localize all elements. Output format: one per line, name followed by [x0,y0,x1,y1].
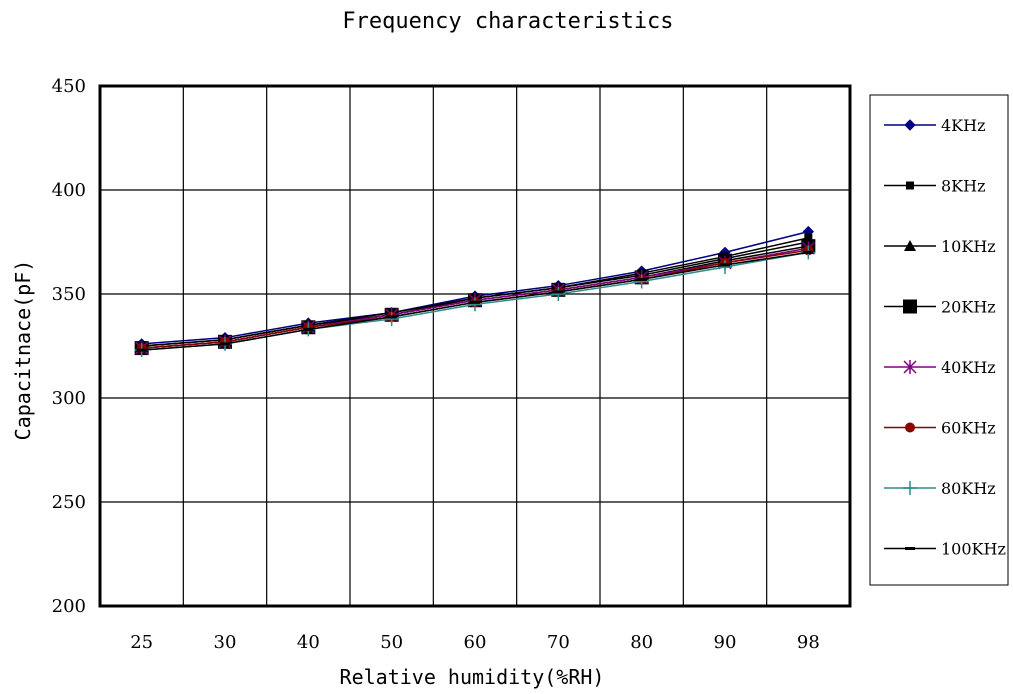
legend-label: 10KHz [941,237,996,256]
series-4KHz [135,225,815,350]
legend-label: 4KHz [941,116,986,135]
x-tick-label: 80 [630,632,653,653]
x-axis-ticks: 25 30 40 50 60 70 80 90 98 [130,632,820,653]
y-tick-label: 350 [52,284,86,305]
y-tick-label: 250 [52,492,86,513]
legend-box [869,94,1009,586]
legend-marker [904,240,916,251]
x-tick-label: 30 [214,632,237,653]
legend-marker [906,181,914,190]
data-point [470,300,480,304]
legend-label: 80KHz [941,479,996,498]
x-tick-label: 25 [130,632,153,653]
legend-item: 20KHz [884,298,996,317]
legend-label: 8KHz [941,177,986,196]
y-tick-label: 450 [52,76,86,97]
x-tick-label: 70 [547,632,570,653]
y-axis-title: Capacitnace(pF) [11,260,35,441]
y-tick-label: 300 [52,388,86,409]
legend-item: 80KHz [884,479,996,498]
legend: 4KHz 8KHz 10KHz 20KHz 40KHz 60KHz 80KHz 100KHz [869,94,1009,586]
x-tick-label: 40 [297,632,320,653]
legend-marker [903,481,917,495]
x-tick-label: 60 [464,632,487,653]
y-tick-label: 400 [52,180,86,201]
legend-item: 8KHz [884,177,986,196]
y-tick-label: 200 [52,596,86,617]
legend-label: 40KHz [941,358,996,377]
legend-label: 20KHz [941,298,996,317]
legend-marker [903,360,917,374]
x-axis-title: Relative humidity(%RH) [340,665,605,689]
data-point [803,250,814,254]
legend-item: 60KHz [884,419,996,438]
series-100KHz [136,250,814,352]
legend-item: 100KHz [884,540,1006,559]
data-point [303,327,314,331]
legend-marker [905,547,915,550]
legend-label: 100KHz [941,540,1006,559]
x-tick-label: 90 [714,632,737,653]
data-point [386,315,397,319]
x-tick-label: 98 [797,632,820,653]
data-point [384,311,399,326]
data-point [551,287,566,301]
legend-item: 40KHz [884,358,996,377]
data-point [718,259,732,274]
legend-item: 4KHz [884,116,986,135]
legend-items: 4KHz 8KHz 10KHz 20KHz 40KHz 60KHz 80KHz 100KHz [884,116,1006,559]
grid [100,85,850,607]
chart-title: Frequency characteristics [342,9,673,34]
y-axis-ticks: 200 250 300 350 400 450 [52,76,86,617]
legend-marker [904,119,916,131]
x-tick-label: 50 [380,632,403,653]
data-point [468,297,482,312]
series-layer [134,225,816,358]
plot-area [98,84,852,608]
data-point [634,274,649,289]
series-line [141,230,809,345]
data-point [636,277,647,281]
legend-marker [905,422,915,433]
legend-marker [903,299,917,314]
data-point [720,263,730,267]
data-point [136,348,147,352]
legend-label: 60KHz [941,419,996,438]
data-point [220,342,230,346]
legend-item: 10KHz [884,237,996,256]
data-point [553,290,564,294]
